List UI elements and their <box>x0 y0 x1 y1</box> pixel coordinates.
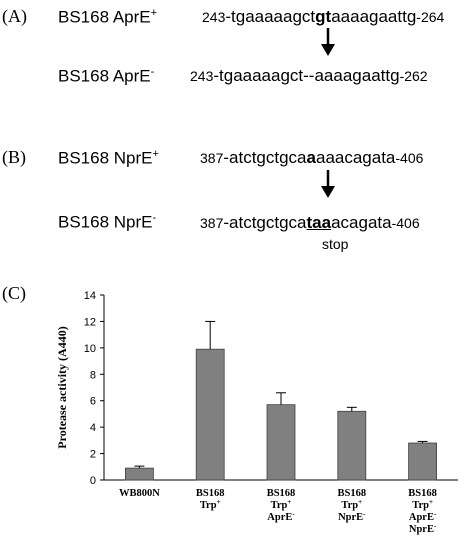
category-label: BS168 <box>338 488 367 499</box>
bar <box>266 404 296 481</box>
category-label: BS168 <box>196 488 225 499</box>
bar <box>408 442 438 481</box>
apre-plus-sequence: 243-tgaaaaagctgtaaaagaattg-264 <box>202 7 445 26</box>
arrow-down-icon <box>321 170 335 198</box>
y-tick-label: 0 <box>90 475 96 487</box>
panel-c-label: (C) <box>2 283 26 303</box>
apre-minus-sequence: 243-tgaaaaagct--aaaagaattg-262 <box>190 66 428 85</box>
npre-minus-sequence: 387-atctgctgcataaacagata-406 <box>200 213 420 232</box>
category-label: Trp+ <box>271 498 292 511</box>
panel-b-label: (B) <box>2 147 26 167</box>
category-label: BS168 <box>267 488 296 499</box>
panel-a-label: (A) <box>2 6 27 26</box>
category-label: AprE- <box>409 510 437 523</box>
arrow-down-icon <box>321 28 335 56</box>
bar <box>125 467 154 481</box>
stop-codon-label: stop <box>322 236 349 252</box>
bar <box>337 410 367 481</box>
category-label: WB800N <box>119 488 160 499</box>
category-label: NprE- <box>338 510 366 523</box>
protease-activity-chart: 0 2 4 6 8 10 12 14 Protease activity (A440) WB800… <box>55 290 458 535</box>
category-label: AprE- <box>267 510 295 523</box>
y-tick-label: 10 <box>84 343 96 355</box>
category-label: NprE- <box>409 522 437 535</box>
bar <box>195 348 225 481</box>
category-label: Trp+ <box>341 498 362 511</box>
npre-plus-sequence: 387-atctgctgcaaaaacagata-406 <box>200 148 424 167</box>
y-tick-label: 14 <box>84 290 96 302</box>
y-tick-label: 4 <box>90 422 96 434</box>
apre-minus-strain: BS168 AprE- <box>58 66 155 86</box>
y-tick-label: 8 <box>90 369 96 381</box>
apre-plus-strain: BS168 AprE+ <box>58 7 158 27</box>
category-label: Trp+ <box>412 498 433 511</box>
y-tick-label: 2 <box>90 449 96 461</box>
npre-minus-strain: BS168 NprE- <box>58 212 157 232</box>
npre-plus-strain: BS168 NprE+ <box>58 148 159 168</box>
y-axis-label: Protease activity (A440) <box>55 326 69 448</box>
y-tick-label: 12 <box>84 316 96 328</box>
category-label: BS168 <box>408 488 437 499</box>
category-label: Trp+ <box>200 498 221 511</box>
y-tick-label: 6 <box>90 396 96 408</box>
